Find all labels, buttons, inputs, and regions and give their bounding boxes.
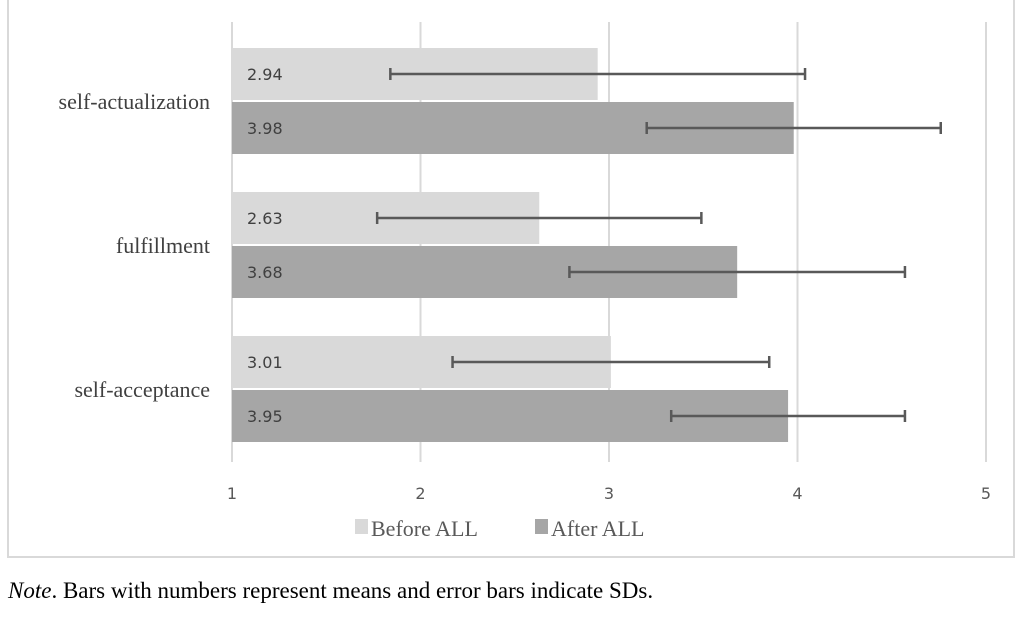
bar-chart: 1 2 3 4 5 self-actualization 2.94 3.98 fulfillme… (59, 22, 991, 541)
data-label: 3.95 (247, 407, 283, 426)
x-tick-label: 5 (981, 484, 991, 503)
category-label: fulfillment (116, 233, 210, 258)
data-label: 3.98 (247, 119, 283, 138)
data-label: 3.01 (247, 353, 283, 372)
legend-swatch (535, 519, 548, 534)
chart-frame (7, 0, 1015, 558)
error-bar (645, 122, 943, 134)
x-tick-label: 1 (227, 484, 237, 503)
category-label: self-actualization (59, 89, 210, 114)
x-tick-label: 4 (792, 484, 802, 503)
note-label: Note (8, 578, 52, 603)
error-bar (451, 356, 771, 368)
x-tick-label: 2 (415, 484, 425, 503)
error-bar (568, 266, 907, 278)
note-text: . Bars with numbers represent means and … (51, 578, 654, 603)
data-label: 3.68 (247, 263, 283, 282)
category-label: self-acceptance (74, 377, 210, 402)
legend-label: After ALL (551, 516, 644, 541)
chart-note: Note. Bars with numbers represent means … (8, 578, 653, 604)
legend-swatch (355, 519, 368, 534)
data-label: 2.63 (247, 209, 283, 228)
data-label: 2.94 (247, 65, 283, 84)
legend-label: Before ALL (371, 516, 478, 541)
error-bar (375, 212, 703, 224)
error-bar (669, 410, 907, 422)
error-bar (389, 68, 807, 80)
x-tick-label: 3 (604, 484, 614, 503)
